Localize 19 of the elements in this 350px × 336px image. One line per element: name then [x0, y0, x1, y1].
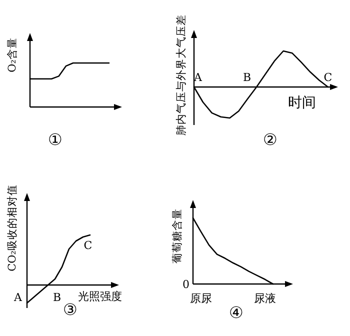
x-axis-title: 光照强度	[78, 290, 122, 303]
x-tick-label: 尿液	[254, 292, 276, 305]
x-axis-title: 时间	[288, 95, 316, 111]
text: ④	[229, 303, 243, 322]
text: A	[13, 291, 24, 304]
y-axis-title: 葡萄糖含量	[170, 208, 184, 264]
y-axis-title: 肺内气压与外界大气压差	[174, 14, 188, 136]
text: ②	[263, 130, 277, 149]
annotation: A	[193, 71, 204, 84]
annotation: C	[84, 239, 92, 252]
text: ③	[63, 300, 77, 319]
text: ①	[48, 130, 62, 149]
y-axis-title: O₂含量	[6, 38, 19, 72]
y-axis-title: CO₂吸收的相对值	[6, 184, 19, 272]
text: 0	[182, 278, 190, 291]
x-tick-label: 原尿	[190, 292, 212, 305]
annotation: B	[52, 291, 62, 304]
annotation: B	[242, 71, 252, 84]
annotation: C	[324, 71, 332, 84]
